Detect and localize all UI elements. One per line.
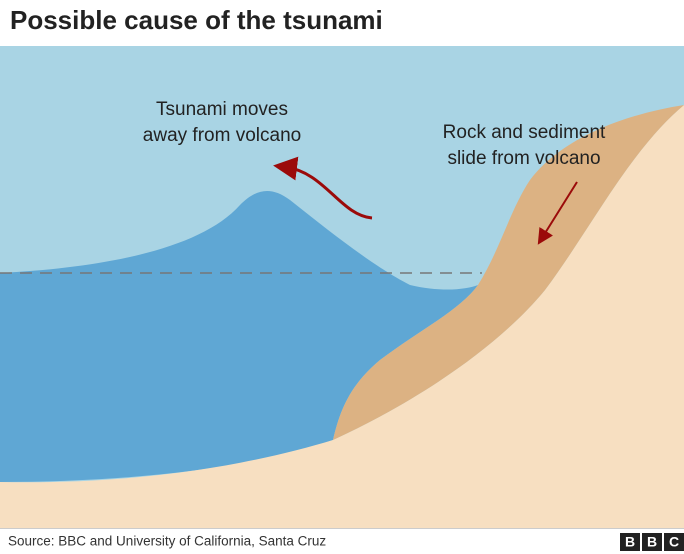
tsunami-water: [0, 190, 478, 482]
sediment: [333, 105, 684, 440]
annotation: slide from volcano: [447, 148, 600, 169]
title: Possible cause of the tsunami: [10, 5, 383, 35]
logo-box: [620, 533, 640, 551]
logo-letter: C: [669, 534, 679, 550]
logo: B B C: [620, 533, 684, 551]
tsunami-arrow: [273, 156, 373, 220]
annotation: Rock and sediment: [443, 122, 606, 143]
slide-arrow: [537, 181, 578, 245]
land: [0, 105, 684, 528]
logo-box: [664, 533, 684, 551]
source: Source: BBC and University of California…: [8, 534, 326, 549]
logo-box: [642, 533, 662, 551]
logo-letter: B: [647, 534, 657, 550]
annotation: away from volcano: [143, 125, 301, 146]
annotation: Tsunami moves: [156, 99, 288, 120]
logo-letter: B: [625, 534, 635, 550]
